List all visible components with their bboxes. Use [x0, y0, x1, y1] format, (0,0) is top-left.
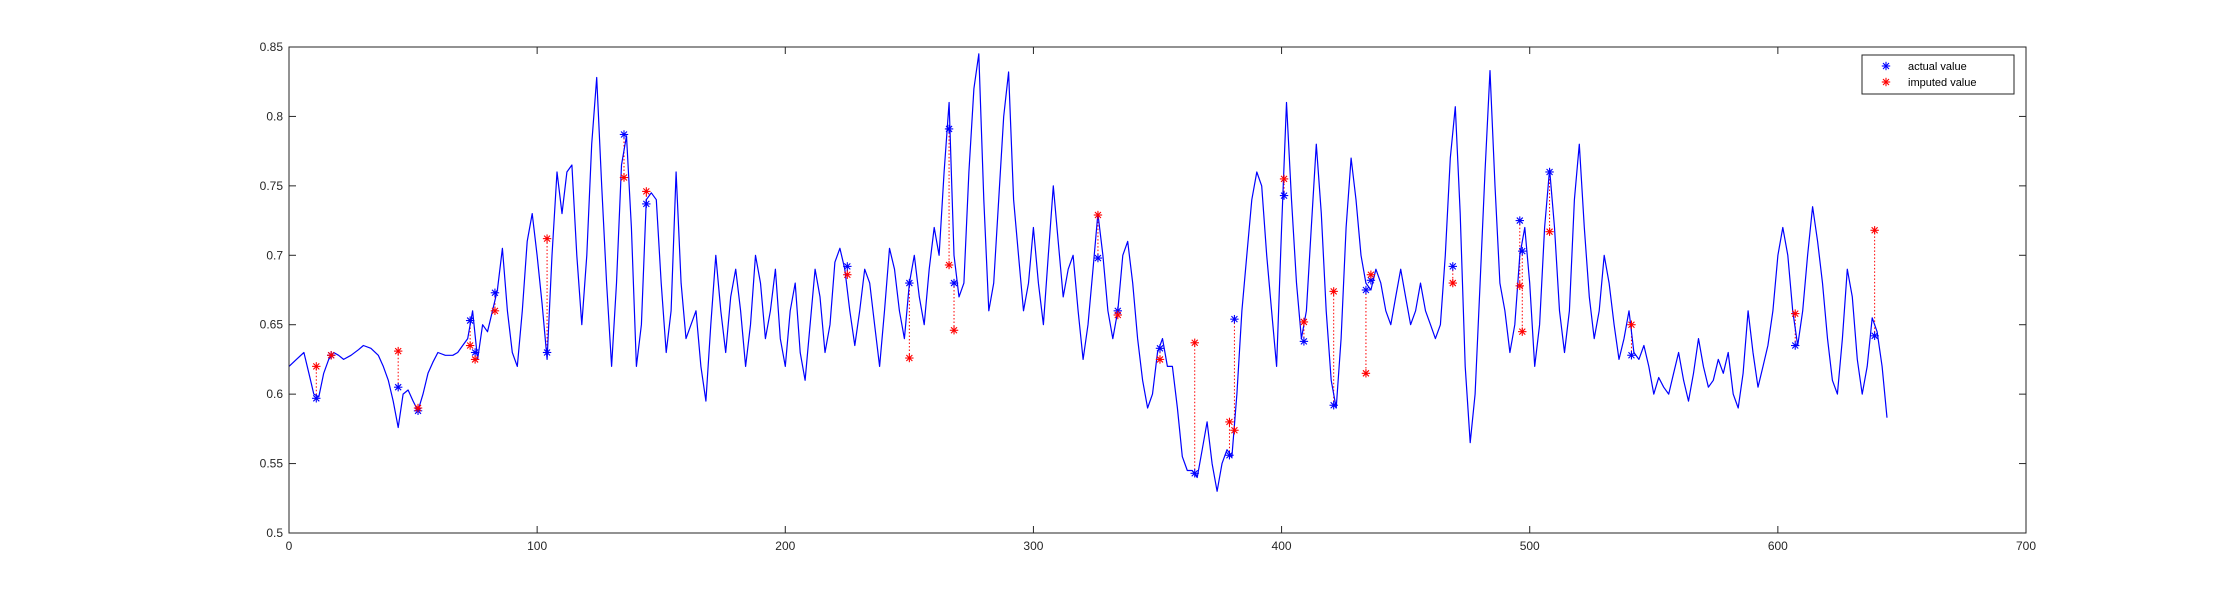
y-tick-label: 0.55 [260, 457, 284, 471]
imputed-value-point [413, 403, 423, 413]
imputed-value-point [490, 306, 500, 316]
legend-imputed-label: imputed value [1908, 77, 1977, 89]
legend-actual-label: actual value [1908, 61, 1967, 73]
actual-value-point [1870, 331, 1879, 341]
imputed-value-point [1448, 278, 1457, 288]
x-tick-label: 600 [1768, 539, 1788, 553]
actual-value-point [1299, 337, 1309, 346]
actual-value-point [1515, 216, 1524, 225]
legend-box [1861, 54, 2015, 95]
actual-value-point [1225, 451, 1234, 460]
imputed-value-point [1361, 369, 1371, 378]
actual-value-point [905, 278, 914, 288]
actual-value-point [1093, 253, 1103, 263]
imputed-value-point [1366, 270, 1376, 279]
imputed-value-point [642, 187, 651, 196]
imputed-value-point [312, 362, 321, 371]
x-axis: 0 100 200 300 400 500 600 700 [286, 47, 2036, 553]
legend-actual-marker [1881, 61, 1891, 71]
y-tick-label: 0.5 [266, 526, 283, 540]
x-tick-label: 0 [286, 539, 293, 553]
imputation-error-lines [315, 128, 1876, 474]
actual-value-point [1329, 401, 1338, 410]
actual-value-point [843, 262, 852, 271]
legend: actual value imputed value [1861, 54, 2015, 95]
actual-value-point [470, 348, 480, 357]
legend-imputed-marker [1881, 77, 1891, 87]
actual-value-point [393, 383, 403, 392]
y-tick-label: 0.85 [260, 40, 284, 54]
imputed-value-point [1279, 174, 1289, 184]
actual-value-point [312, 394, 321, 403]
actual-value-point [1545, 167, 1554, 177]
actual-value-point [642, 199, 651, 209]
y-tick-label: 0.8 [266, 109, 283, 123]
y-tick-label: 0.65 [260, 318, 284, 332]
imputed-value-point [1545, 227, 1554, 236]
actual-value-point [542, 348, 552, 357]
actual-value-point [1230, 314, 1239, 324]
actual-value-point [1518, 246, 1527, 256]
y-tick-label: 0.6 [266, 387, 283, 401]
imputed-value-point [1113, 310, 1122, 320]
actual-value-point [1627, 351, 1636, 360]
actual-value-point [490, 288, 500, 297]
actual-value-point [465, 316, 475, 325]
series-line-group [288, 53, 1888, 492]
imputed-value-point [1299, 317, 1309, 327]
plot-area-border [288, 46, 2027, 534]
imputed-value-point [1518, 327, 1527, 336]
x-tick-label: 300 [1023, 539, 1043, 553]
x-tick-label: 200 [775, 539, 795, 553]
imputed-value-point [843, 270, 852, 279]
actual-value-point [1448, 262, 1457, 271]
x-tick-label: 500 [1520, 539, 1540, 553]
actual-value-point [1791, 341, 1800, 350]
imputed-value-markers [312, 173, 1879, 435]
imputed-value-point [1225, 417, 1234, 427]
actual-value-point [949, 278, 959, 288]
imputed-value-point [1190, 338, 1199, 347]
imputed-value-point [1329, 287, 1338, 296]
actual-value-point [944, 124, 954, 134]
imputed-value-point [949, 326, 959, 335]
imputed-value-point [1155, 355, 1165, 364]
actual-value-point [1361, 285, 1371, 295]
actual-value-point [1155, 344, 1165, 353]
y-axis: 0.5 0.55 0.6 0.65 0.7 0.75 0.8 0.85 [260, 40, 2026, 540]
x-tick-label: 700 [2016, 539, 2036, 553]
imputed-value-point [905, 353, 914, 363]
imputed-value-point [1627, 320, 1636, 329]
actual-value-point [619, 130, 629, 139]
imputed-value-point [1230, 426, 1239, 435]
x-tick-label: 100 [527, 539, 547, 553]
imputed-value-point [1870, 226, 1879, 235]
imputed-value-point [326, 351, 336, 360]
imputed-value-point [393, 346, 403, 356]
y-tick-label: 0.75 [260, 179, 284, 193]
actual-value-point [1366, 276, 1376, 285]
imputed-value-point [1515, 281, 1524, 291]
series-line [288, 53, 1888, 492]
actual-value-point [1190, 469, 1199, 478]
imputed-value-point [470, 355, 480, 364]
y-tick-label: 0.7 [266, 248, 283, 262]
imputed-value-point [619, 173, 629, 182]
imputed-value-point [465, 341, 475, 350]
imputed-value-point [1791, 309, 1800, 318]
actual-value-markers [312, 124, 1879, 478]
actual-value-point [1279, 191, 1289, 200]
x-tick-label: 400 [1272, 539, 1292, 553]
imputed-value-point [944, 260, 954, 270]
imputed-value-point [542, 234, 552, 243]
imputed-value-point [1093, 210, 1103, 220]
